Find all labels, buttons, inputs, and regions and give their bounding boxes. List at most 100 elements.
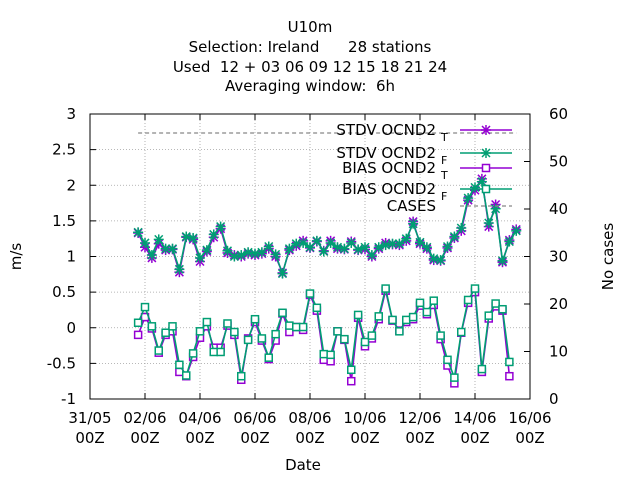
data-point <box>160 243 171 254</box>
data-point <box>429 296 438 305</box>
data-point <box>243 247 254 258</box>
title-line-4: Averaging window: 6h <box>225 77 395 95</box>
legend-subscript: T <box>440 169 448 182</box>
series-3 <box>133 284 514 382</box>
data-point <box>422 307 432 317</box>
data-point <box>250 314 260 324</box>
legend-marker <box>481 125 491 135</box>
data-point <box>428 253 439 264</box>
data-point <box>202 317 212 327</box>
data-point <box>263 241 274 252</box>
data-point <box>270 249 281 260</box>
data-point <box>146 250 157 261</box>
y2-axis-label: No cases <box>599 223 617 291</box>
data-point <box>490 203 501 214</box>
x-tick-label-hour: 00Z <box>295 429 324 447</box>
data-point <box>223 319 232 328</box>
y2-tick-label: 10 <box>549 343 568 361</box>
series-1 <box>133 176 522 279</box>
plot-frame <box>89 113 531 400</box>
x-tick-label-hour: 00Z <box>460 429 489 447</box>
data-point <box>312 303 322 313</box>
y-tick-label: 2 <box>66 176 76 194</box>
data-point <box>498 304 507 314</box>
data-point <box>133 318 143 328</box>
data-point <box>318 246 329 257</box>
data-point <box>292 322 301 332</box>
series-layer <box>133 132 522 388</box>
data-point <box>360 242 370 253</box>
grid <box>90 114 530 399</box>
data-point <box>175 360 184 370</box>
series-2 <box>133 286 514 388</box>
y-tick-label: -0.5 <box>47 354 76 372</box>
data-point <box>209 347 218 357</box>
y2-tick-label: 60 <box>549 105 568 123</box>
data-point <box>388 315 397 325</box>
y-axis-label: m/s <box>7 243 25 271</box>
legend-entry: CASES <box>387 197 512 215</box>
x-tick-label-date: 31/05 <box>68 409 111 427</box>
data-point <box>201 245 212 256</box>
data-point <box>367 331 377 340</box>
x-tick-label-date: 12/06 <box>398 409 441 427</box>
data-point <box>215 221 226 232</box>
x-tick-label-hour: 00Z <box>130 429 159 447</box>
data-point <box>449 231 460 242</box>
data-point <box>154 346 163 355</box>
data-point <box>374 312 383 321</box>
data-point <box>483 218 494 229</box>
data-point <box>436 331 445 340</box>
data-point <box>477 364 487 374</box>
data-point <box>133 330 143 340</box>
data-point <box>256 247 267 258</box>
data-point <box>284 243 295 254</box>
data-point <box>395 327 404 336</box>
x-tick-label-date: 04/06 <box>178 409 221 427</box>
x-tick-label-hour: 00Z <box>240 429 269 447</box>
y2-tick-label: 30 <box>549 248 568 266</box>
data-point <box>161 328 170 337</box>
legend-entry: STDV OCND2 T <box>336 121 512 144</box>
legend-marker <box>481 148 491 158</box>
data-point <box>442 241 453 252</box>
y-tick-label: 0.5 <box>52 283 76 301</box>
data-point <box>250 248 260 259</box>
data-point <box>401 233 412 244</box>
data-point <box>222 245 233 256</box>
y-tick-label: 0 <box>66 319 76 337</box>
y2-axis-ticks: 0 10 20 30 40 50 60 <box>524 105 568 408</box>
data-point <box>443 355 452 365</box>
data-point <box>243 335 253 345</box>
y-tick-label: 2.5 <box>52 141 76 159</box>
data-point <box>188 232 199 243</box>
legend-entry: BIAS OCND2 T <box>342 159 512 182</box>
data-point <box>188 349 198 358</box>
data-point <box>394 238 405 249</box>
data-point <box>380 240 391 251</box>
data-point <box>168 322 177 331</box>
data-point <box>230 327 239 337</box>
data-point <box>237 371 246 381</box>
data-point <box>353 310 363 320</box>
data-point <box>353 244 364 255</box>
x-tick-label-hour: 00Z <box>350 429 379 447</box>
data-point <box>278 308 287 318</box>
data-point <box>340 334 349 344</box>
data-point <box>271 329 280 339</box>
y-tick-label: 1 <box>66 248 76 266</box>
y2-tick-label: 20 <box>549 295 568 313</box>
data-point <box>208 229 219 240</box>
series-line <box>137 289 511 384</box>
data-point <box>415 298 425 308</box>
data-point <box>470 182 480 193</box>
data-point <box>195 252 205 263</box>
data-point <box>332 242 343 253</box>
data-point <box>319 349 328 359</box>
data-point <box>182 371 191 380</box>
data-point <box>311 235 322 246</box>
x-tick-label-hour: 00Z <box>515 429 544 447</box>
title-line-2: Selection: Ireland 28 stations <box>189 38 432 56</box>
data-point <box>140 302 150 312</box>
